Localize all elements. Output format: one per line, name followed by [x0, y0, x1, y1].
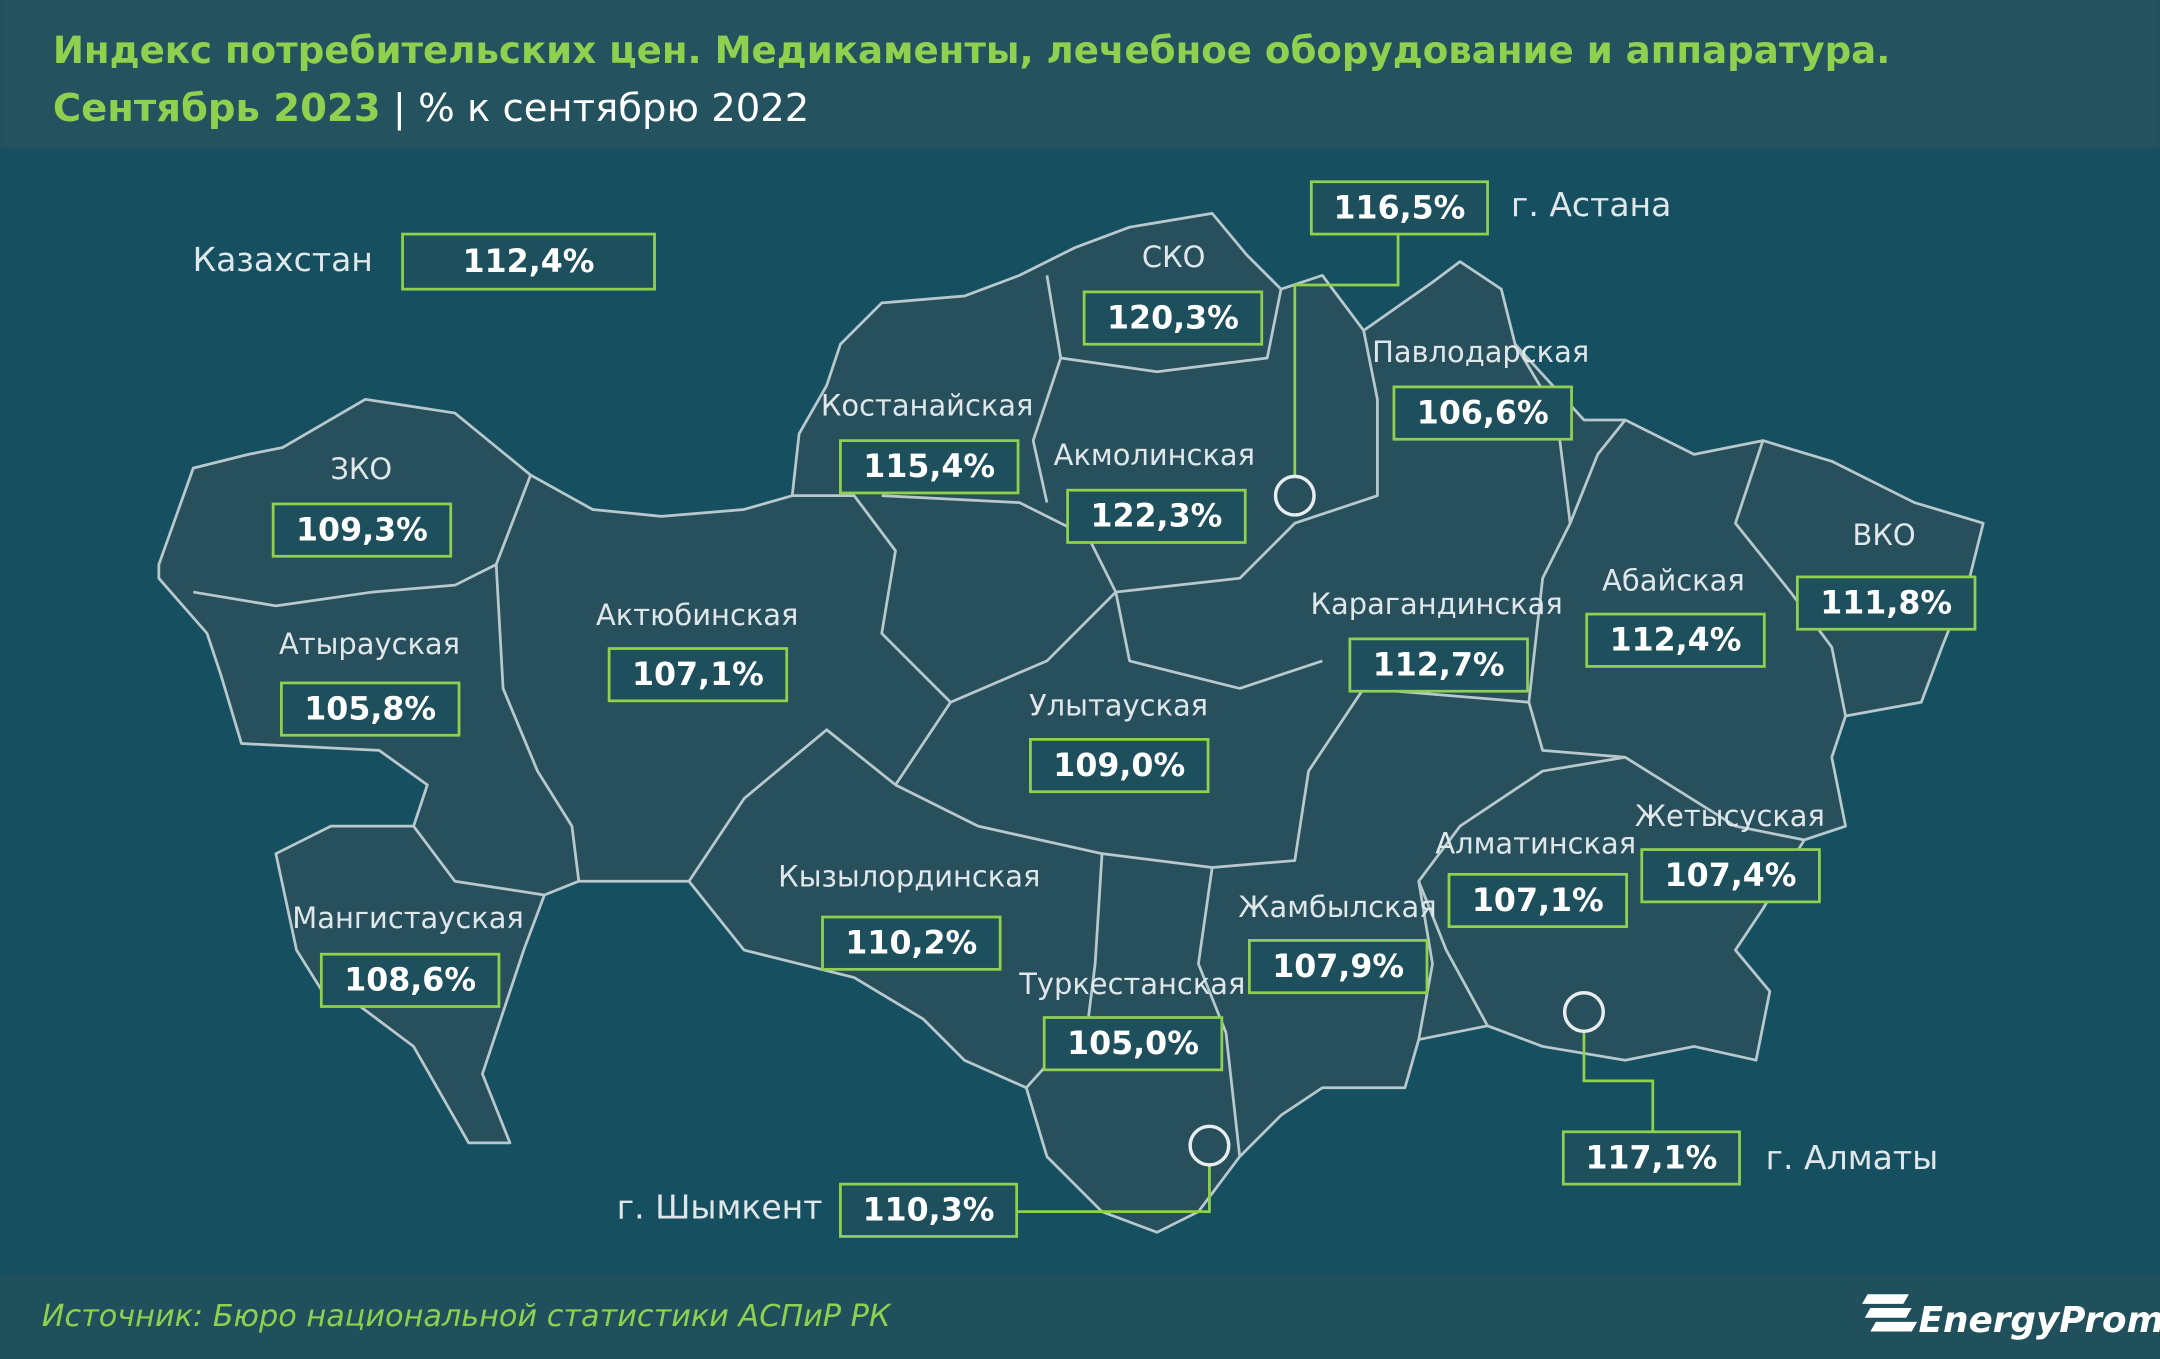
period: Сентябрь 2023 — [53, 86, 381, 131]
region-name: ВКО — [1853, 518, 1916, 552]
value: 107,1% — [1472, 883, 1604, 919]
value: 112,4% — [1610, 623, 1742, 659]
source: Источник: Бюро национальной статистики А… — [42, 1299, 892, 1334]
region-name: Жамбылская — [1238, 890, 1436, 924]
region-name: Алматинская — [1435, 826, 1636, 860]
value: 116,5% — [1334, 190, 1466, 226]
region-border — [881, 494, 1323, 690]
value: 115,4% — [863, 449, 995, 485]
leader-line — [1016, 1164, 1211, 1214]
value: 106,6% — [1417, 395, 1549, 431]
value-box — [1392, 385, 1573, 441]
region-name: ЗКО — [330, 452, 392, 486]
value-box — [1247, 939, 1429, 995]
value: 122,3% — [1090, 499, 1222, 535]
labels: Казахстан 112,4% СКО 120,3% Павлодарская 106,… — [193, 180, 1977, 1238]
value: 107,1% — [632, 657, 764, 693]
region-border — [1568, 419, 1627, 524]
value-box — [1561, 1130, 1741, 1186]
value: 105,8% — [304, 691, 436, 727]
region-name: СКО — [1142, 240, 1205, 274]
region-border — [1031, 275, 1063, 503]
region-border — [412, 825, 545, 897]
value-box — [319, 952, 501, 1008]
value-box — [1029, 738, 1210, 794]
value-box — [1348, 637, 1529, 693]
region-name: Мангистауская — [292, 901, 524, 935]
country-name: Казахстан — [193, 240, 373, 279]
footer-band — [0, 1275, 2160, 1359]
region-border — [687, 494, 952, 882]
region-border — [1513, 343, 1805, 842]
value: 105,0% — [1067, 1026, 1199, 1062]
value: 110,2% — [845, 926, 977, 962]
value: 107,9% — [1272, 949, 1404, 985]
region-border — [1734, 440, 1847, 717]
value: 109,0% — [1053, 748, 1185, 784]
city-marker — [1562, 991, 1605, 1034]
value-box — [1042, 1016, 1224, 1072]
subtitle: Сентябрь 2023 | % к сентябрю 2022 — [53, 86, 810, 131]
logo-text: EnergyProm — [1919, 1300, 2160, 1341]
region-border — [1060, 288, 1283, 374]
region-name: Карагандинская — [1310, 587, 1562, 621]
value: 120,3% — [1107, 300, 1239, 336]
city-marker — [1273, 474, 1316, 517]
leader-line — [1582, 1031, 1655, 1132]
city-name: г. Астана — [1511, 185, 1671, 224]
region-name: Акмолинская — [1054, 438, 1255, 472]
region-name: Туркестанская — [1018, 967, 1245, 1001]
header-band — [0, 0, 2160, 149]
region-name: Жетысуская — [1635, 799, 1825, 833]
region-name: Улытауская — [1029, 689, 1208, 723]
value: 112,7% — [1373, 647, 1505, 683]
region-border — [950, 330, 1379, 704]
separator: | — [393, 86, 406, 131]
map-shape — [157, 212, 1985, 1234]
value: 107,4% — [1665, 858, 1797, 894]
logo: EnergyProm — [1862, 1294, 2160, 1341]
value: 108,6% — [344, 963, 476, 999]
region-border — [494, 564, 581, 882]
region-name: Кызылординская — [778, 859, 1040, 893]
title: Индекс потребительских цен. Медикаменты,… — [53, 28, 1891, 72]
value-box — [1447, 872, 1629, 929]
region-border — [193, 474, 532, 608]
value: 110,3% — [863, 1193, 995, 1229]
value-box — [271, 502, 453, 558]
region-name: Атырауская — [279, 627, 460, 661]
region-name: Актюбинская — [596, 598, 798, 632]
value: 117,1% — [1585, 1140, 1717, 1176]
value-box — [1585, 612, 1766, 668]
value-box — [1082, 290, 1264, 346]
unit: % к сентябрю 2022 — [418, 86, 809, 131]
leader-line — [1293, 231, 1400, 477]
value: 112,4% — [463, 244, 595, 280]
value-box — [401, 232, 656, 291]
value-box — [1795, 575, 1977, 631]
value: 109,3% — [296, 512, 428, 548]
value-box — [839, 439, 1020, 495]
value-box — [839, 1182, 1019, 1238]
region-name: Павлодарская — [1372, 335, 1589, 369]
city-name: г. Алматы — [1766, 1138, 1939, 1177]
logo-icon — [1862, 1294, 1918, 1332]
value-box — [1640, 848, 1821, 904]
value-box — [821, 915, 1002, 971]
region-border — [894, 687, 1529, 869]
region-name: Костанайская — [821, 389, 1034, 423]
region-name: Абайская — [1602, 563, 1745, 597]
value-box — [1066, 488, 1247, 544]
value-box — [1309, 180, 1489, 236]
value: 111,8% — [1820, 585, 1952, 621]
region-border — [1417, 880, 1434, 1040]
value-box — [607, 647, 789, 703]
region-border — [1417, 755, 1626, 1027]
city-marker — [1188, 1124, 1231, 1167]
country-outline — [157, 212, 1985, 1234]
city-name: г. Шымкент — [617, 1187, 823, 1226]
value-box — [280, 681, 461, 737]
region-border — [1197, 867, 1242, 1157]
